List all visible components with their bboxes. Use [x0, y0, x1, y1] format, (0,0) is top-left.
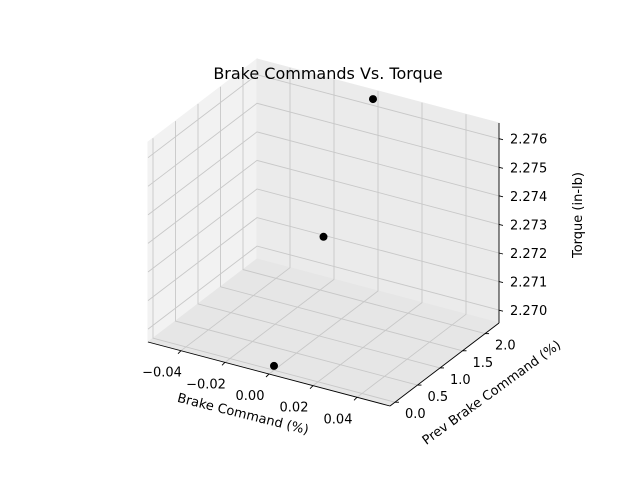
z-tick-label: 2.274	[510, 190, 547, 205]
z-grid-line	[147, 188, 500, 273]
x-tick-mark	[221, 362, 226, 366]
x-tick-mark	[353, 396, 358, 401]
axis-panes	[146, 57, 501, 407]
y-tick-label: 0.0	[405, 407, 426, 422]
z-tick-label: 2.276	[510, 133, 547, 148]
y-grid-line	[220, 86, 463, 352]
z-tick-label: 2.271	[510, 276, 547, 291]
z-grid-line	[147, 245, 500, 330]
x-grid-line	[312, 102, 423, 386]
z-grid-line	[147, 131, 500, 216]
z-grid-line	[147, 102, 500, 187]
z-tick-mark	[498, 252, 504, 255]
data-point	[270, 361, 278, 370]
y-tick-label: 2.0	[495, 339, 516, 354]
z-grid-line	[147, 74, 500, 159]
x-grid-line	[356, 114, 467, 398]
scatter-points	[270, 95, 377, 370]
y-grid-line	[152, 138, 396, 403]
y-grid-line	[175, 121, 418, 386]
x-grid-line	[268, 91, 379, 375]
z-axis-label: Torque (in-lb)	[571, 172, 586, 259]
y-tick-label: 1.5	[473, 356, 494, 371]
z-tick-mark	[498, 309, 504, 312]
data-point	[369, 95, 377, 104]
z-tick-label: 2.275	[510, 161, 547, 176]
y-tick-label: 0.5	[428, 390, 449, 405]
z-tick-label: 2.270	[510, 304, 547, 319]
z-tick-mark	[498, 138, 504, 141]
x-grid-line	[224, 79, 335, 363]
x-grid-line	[180, 67, 291, 352]
z-tick-mark	[498, 166, 504, 169]
grid-lines	[147, 67, 500, 403]
y-axis-line	[389, 322, 500, 407]
z-tick-label: 2.273	[510, 218, 547, 233]
x-tick-mark	[177, 350, 182, 355]
z-grid-line	[147, 159, 500, 244]
z-tick-mark	[498, 195, 504, 198]
tick-labels: −0.04 −0.02 0.00 0.02 0.04 0.00.51.01.52.0 2.2…	[142, 133, 547, 428]
z-grid-line	[147, 217, 500, 301]
x-tick-mark	[309, 385, 314, 389]
z-tick-label: 2.272	[510, 247, 547, 262]
z-tick-mark	[498, 223, 504, 226]
data-point	[319, 232, 328, 241]
y-grid-line	[242, 69, 486, 335]
z-tick-mark	[498, 281, 504, 284]
x-tick-label: 0.00	[236, 389, 265, 404]
x-tick-label: −0.04	[142, 366, 182, 381]
y-tick-label: 1.0	[450, 373, 471, 388]
x-tick-label: 0.04	[324, 412, 353, 427]
chart-title: Brake Commands Vs. Torque	[213, 64, 442, 83]
x-tick-mark	[265, 373, 270, 378]
x-tick-label: −0.02	[186, 377, 226, 392]
x-tick-label: 0.02	[280, 401, 309, 416]
y-grid-line	[197, 103, 441, 369]
